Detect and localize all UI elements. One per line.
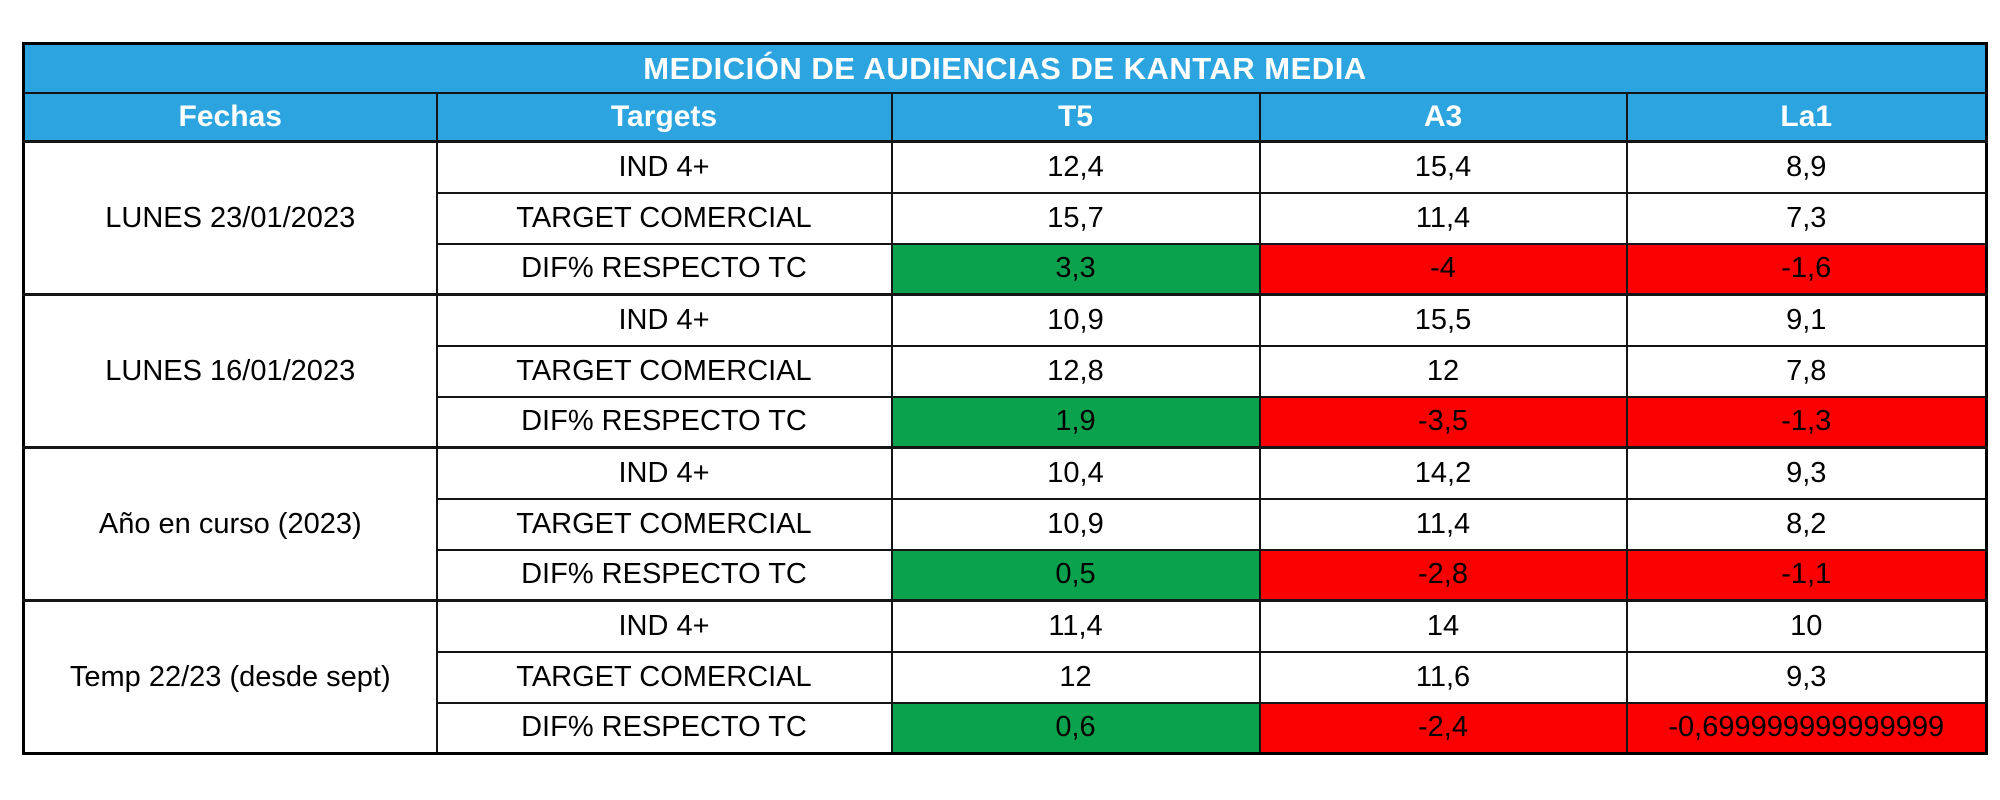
value-cell-la1: 9,3 [1625, 650, 1988, 704]
value-cell-la1: 7,8 [1625, 344, 1988, 398]
target-label-cell: TARGET COMERCIAL [435, 650, 893, 704]
fecha-cell: LUNES 16/01/2023 [22, 293, 438, 449]
value-cell-la1: 9,1 [1625, 293, 1988, 347]
target-label-cell: IND 4+ [435, 293, 893, 347]
value-cell-a3: 11,6 [1258, 650, 1628, 704]
column-header-targets: Targets [435, 92, 893, 143]
value-cell-t5: 12,4 [890, 140, 1261, 194]
table-row: DIF% RESPECTO TC 3,3 -4 -1,6 [24, 242, 1988, 296]
value-cell-a3: 15,5 [1258, 293, 1628, 347]
dif-cell-t5: 0,5 [890, 548, 1261, 602]
value-cell-a3: 15,4 [1258, 140, 1628, 194]
value-cell-la1: 8,9 [1625, 140, 1988, 194]
title-row: MEDICIÓN DE AUDIENCIAS DE KANTAR MEDIA [22, 42, 1988, 94]
value-cell-t5: 12 [890, 650, 1261, 704]
target-label-cell: IND 4+ [435, 599, 893, 653]
target-label-cell: TARGET COMERCIAL [435, 497, 893, 551]
table-row: TARGET COMERCIAL 12,8 12 7,8 [24, 344, 1988, 398]
value-cell-a3: 14,2 [1258, 446, 1628, 500]
dif-cell-a3: -2,8 [1258, 548, 1628, 602]
dif-cell-a3: -4 [1258, 242, 1628, 296]
table-row: LUNES 23/01/2023 IND 4+ 12,4 15,4 8,9 [22, 140, 1988, 296]
value-cell-t5: 12,8 [890, 344, 1261, 398]
table-row: Temp 22/23 (desde sept) IND 4+ 11,4 14 1… [22, 599, 1988, 755]
value-cell-t5: 11,4 [890, 599, 1261, 653]
dif-cell-a3: -2,4 [1258, 701, 1628, 755]
value-cell-la1: 7,3 [1625, 191, 1988, 245]
audience-table: MEDICIÓN DE AUDIENCIAS DE KANTAR MEDIA F… [22, 42, 1988, 755]
value-cell-t5: 15,7 [890, 191, 1261, 245]
target-label-cell: DIF% RESPECTO TC [435, 242, 893, 296]
table-row: TARGET COMERCIAL 15,7 11,4 7,3 [24, 191, 1988, 245]
value-cell-la1: 10 [1625, 599, 1988, 653]
dif-cell-a3: -3,5 [1258, 395, 1628, 449]
value-cell-t5: 10,9 [890, 293, 1261, 347]
table-row: LUNES 16/01/2023 IND 4+ 10,9 15,5 9,1 [22, 293, 1988, 449]
dif-cell-la1: -0,699999999999999 [1625, 701, 1988, 755]
table-row: DIF% RESPECTO TC 0,5 -2,8 -1,1 [24, 548, 1988, 602]
table-row: DIF% RESPECTO TC 0,6 -2,4 -0,69999999999… [24, 701, 1988, 755]
value-cell-a3: 12 [1258, 344, 1628, 398]
target-label-cell: TARGET COMERCIAL [435, 191, 893, 245]
fecha-cell: Año en curso (2023) [22, 446, 438, 602]
table-title: MEDICIÓN DE AUDIENCIAS DE KANTAR MEDIA [22, 42, 1988, 94]
column-header-row: Fechas Targets T5 A3 La1 [22, 92, 1988, 143]
dif-cell-t5: 1,9 [890, 395, 1261, 449]
column-header-a3: A3 [1258, 92, 1628, 143]
column-header-la1: La1 [1625, 92, 1988, 143]
dif-cell-la1: -1,3 [1625, 395, 1988, 449]
target-label-cell: DIF% RESPECTO TC [435, 395, 893, 449]
column-header-fechas: Fechas [22, 92, 438, 143]
target-label-cell: IND 4+ [435, 140, 893, 194]
value-cell-la1: 8,2 [1625, 497, 1988, 551]
value-cell-la1: 9,3 [1625, 446, 1988, 500]
target-label-cell: TARGET COMERCIAL [435, 344, 893, 398]
value-cell-t5: 10,9 [890, 497, 1261, 551]
value-cell-a3: 14 [1258, 599, 1628, 653]
fecha-cell: LUNES 23/01/2023 [22, 140, 438, 296]
table-row: DIF% RESPECTO TC 1,9 -3,5 -1,3 [24, 395, 1988, 449]
fecha-cell: Temp 22/23 (desde sept) [22, 599, 438, 755]
target-label-cell: DIF% RESPECTO TC [435, 701, 893, 755]
dif-cell-t5: 3,3 [890, 242, 1261, 296]
target-label-cell: DIF% RESPECTO TC [435, 548, 893, 602]
value-cell-a3: 11,4 [1258, 191, 1628, 245]
dif-cell-la1: -1,1 [1625, 548, 1988, 602]
target-label-cell: IND 4+ [435, 446, 893, 500]
dif-cell-t5: 0,6 [890, 701, 1261, 755]
value-cell-a3: 11,4 [1258, 497, 1628, 551]
column-header-t5: T5 [890, 92, 1261, 143]
table-row: Año en curso (2023) IND 4+ 10,4 14,2 9,3 [22, 446, 1988, 602]
table-row: TARGET COMERCIAL 10,9 11,4 8,2 [24, 497, 1988, 551]
value-cell-t5: 10,4 [890, 446, 1261, 500]
table-row: TARGET COMERCIAL 12 11,6 9,3 [24, 650, 1988, 704]
dif-cell-la1: -1,6 [1625, 242, 1988, 296]
